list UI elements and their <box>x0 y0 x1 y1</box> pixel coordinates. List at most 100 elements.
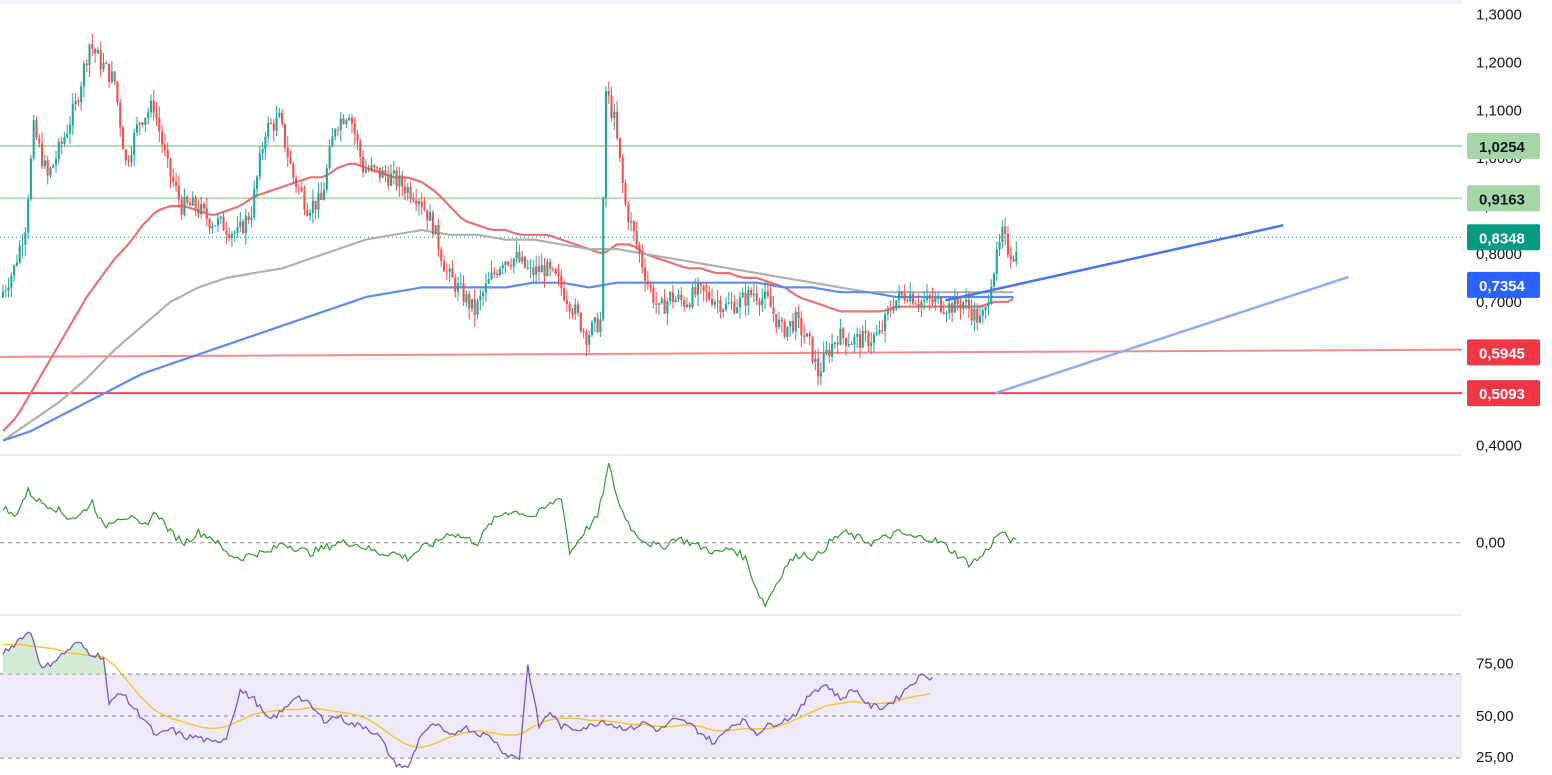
candle-body <box>387 175 390 186</box>
candle-body <box>931 298 934 303</box>
candle-body <box>602 198 605 320</box>
candle-body <box>113 71 116 82</box>
candle-body <box>60 141 63 144</box>
price-tag-support-2 <box>1467 380 1540 407</box>
candle-body <box>1009 255 1012 260</box>
candle-body <box>172 176 175 183</box>
candle-body <box>819 371 822 377</box>
candle-body <box>867 333 870 346</box>
candle-body <box>953 296 956 313</box>
candle-body <box>381 170 384 178</box>
candle-body <box>705 290 708 292</box>
price-tag-label-support-2: 0,5093 <box>1479 386 1525 403</box>
candle-body <box>512 258 515 267</box>
candle-body <box>722 309 725 313</box>
candle-body <box>230 233 233 239</box>
candle-body <box>925 295 929 301</box>
candle-body <box>744 292 747 306</box>
candle-body <box>537 266 541 273</box>
candle-body <box>523 256 527 268</box>
channel-layer[interactable] <box>945 223 1349 395</box>
candle-body <box>914 303 917 305</box>
channel-upper-trendline[interactable] <box>945 223 1284 302</box>
moving-averages-layer <box>2 162 1015 442</box>
candle-body <box>660 298 663 304</box>
candle-body <box>175 182 178 186</box>
candle-body <box>897 291 901 301</box>
candle-body <box>336 129 340 131</box>
price-tick-label: 0,7000 <box>1476 294 1522 311</box>
candle-body <box>473 298 476 315</box>
candle-body <box>308 212 312 216</box>
candle-body <box>677 294 680 300</box>
candle-body <box>138 122 141 125</box>
candle-body <box>188 202 192 206</box>
candle-body <box>895 300 898 309</box>
momentum-tick-label: 0,00 <box>1476 535 1505 552</box>
candle-body <box>437 225 440 250</box>
candle-body <box>325 168 328 190</box>
candle-body <box>1001 226 1004 243</box>
candle-body <box>214 225 217 227</box>
candle-body <box>861 330 864 348</box>
candle-body <box>825 349 828 353</box>
candle-body <box>911 293 915 304</box>
candle-body <box>74 100 77 105</box>
channel-lower-trendline[interactable] <box>994 275 1349 395</box>
candle-body <box>225 230 228 235</box>
candle-body <box>945 313 948 315</box>
candle-body <box>71 104 74 126</box>
candle-body <box>557 274 560 277</box>
candle-body <box>24 232 27 245</box>
candle-body <box>738 297 742 308</box>
candle-body <box>607 90 610 96</box>
candle-body <box>501 265 504 269</box>
candle-body <box>264 136 267 149</box>
candle-body <box>127 160 130 162</box>
candle-body <box>604 90 608 199</box>
candle-body <box>507 261 510 265</box>
candle-body <box>652 287 655 304</box>
candle-body <box>833 342 836 344</box>
candle-body <box>750 289 753 295</box>
candle-body <box>549 261 552 269</box>
candle-body <box>80 86 83 103</box>
candle-body <box>817 358 820 377</box>
candle-body <box>978 315 982 323</box>
candle-body <box>94 48 97 54</box>
price-tag-last-price <box>1467 224 1540 251</box>
candle-body <box>917 303 920 306</box>
candles-layer <box>1 33 1018 386</box>
candle-body <box>939 297 942 312</box>
candle-body <box>163 144 166 150</box>
candle-body <box>364 169 367 173</box>
candle-body <box>194 197 197 209</box>
candle-body <box>208 219 211 229</box>
candle-body <box>228 234 231 239</box>
candle-body <box>147 112 150 118</box>
candle-body <box>674 299 677 303</box>
candle-body <box>300 187 303 192</box>
candle-body <box>964 299 968 303</box>
candle-body <box>85 63 88 66</box>
candle-body <box>646 280 649 285</box>
candle-body <box>426 209 429 221</box>
candle-body <box>669 292 672 302</box>
candle-body <box>521 256 524 262</box>
candle-body <box>836 342 839 345</box>
candle-body <box>331 136 334 147</box>
candle-body <box>345 120 348 124</box>
candle-body <box>459 283 462 285</box>
candle-body <box>384 170 387 176</box>
candle-body <box>250 217 253 220</box>
candle-body <box>560 276 563 288</box>
candle-body <box>777 319 781 328</box>
candle-body <box>962 302 965 309</box>
candle-body <box>297 186 300 188</box>
candle-body <box>43 160 46 167</box>
candle-body <box>736 307 739 313</box>
candle-body <box>808 333 811 337</box>
candle-body <box>498 268 501 276</box>
